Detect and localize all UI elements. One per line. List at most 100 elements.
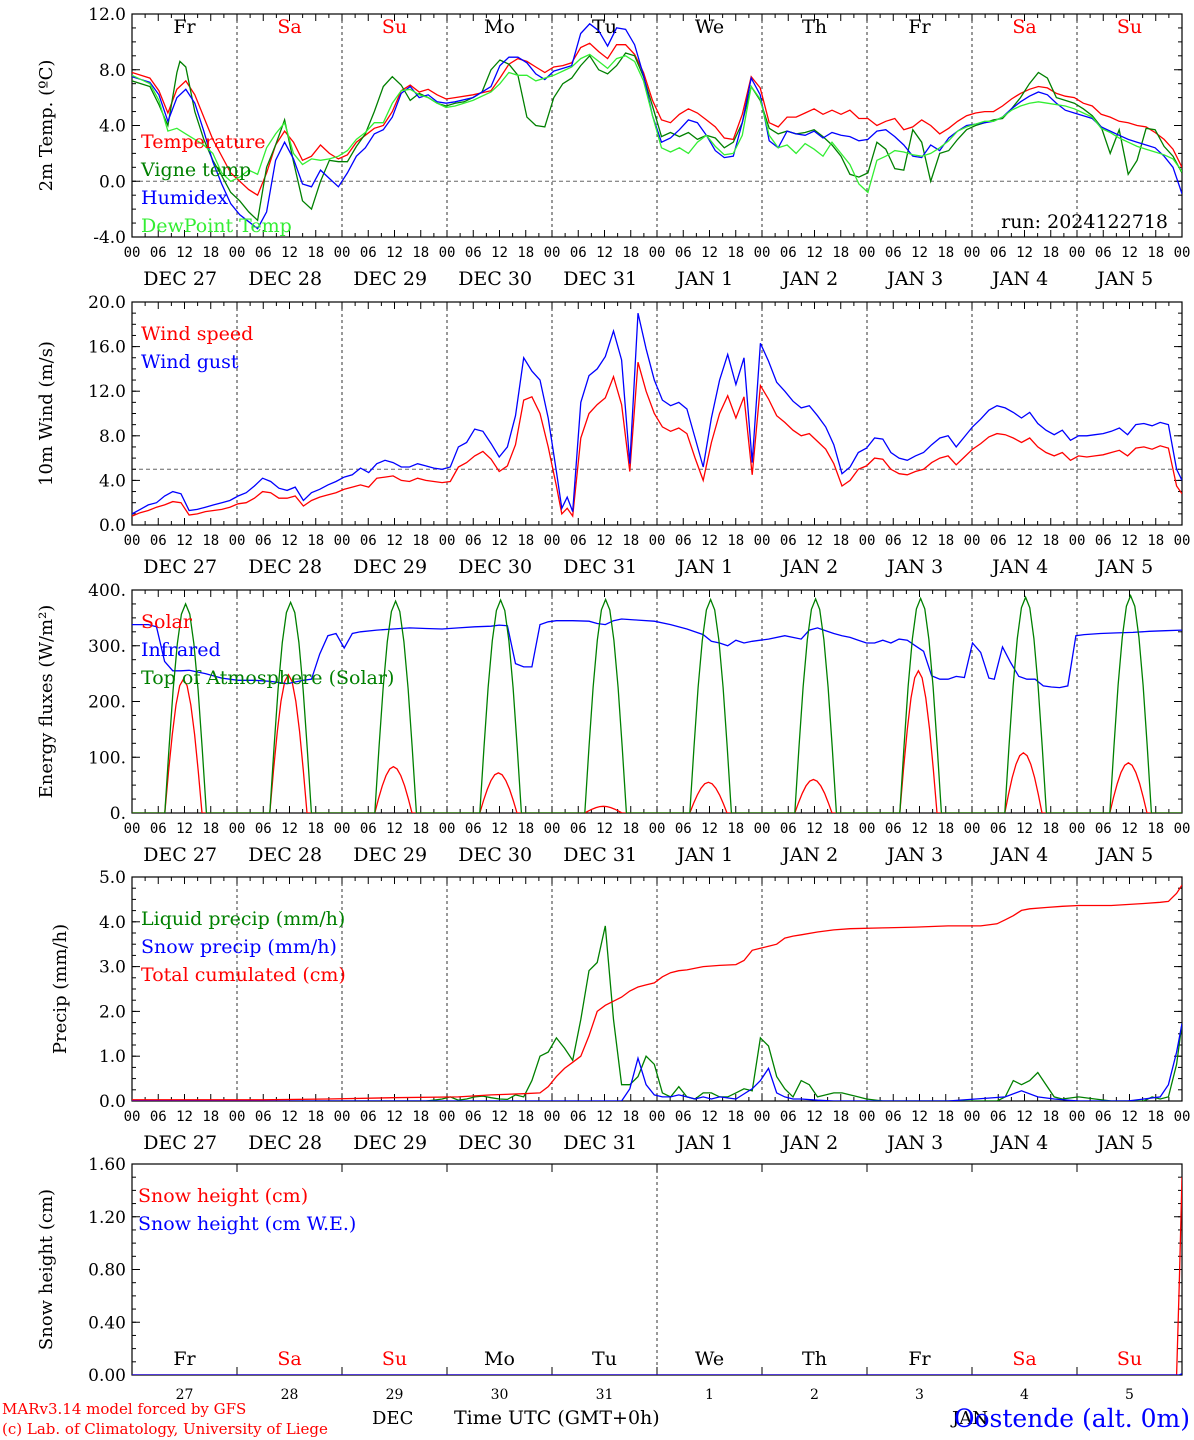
y-axis-title: 10m Wind (m/s) xyxy=(36,341,57,486)
date-label: DEC 27 xyxy=(143,844,217,866)
day-name-label: Fr xyxy=(173,1348,196,1370)
plot-frame xyxy=(131,589,1183,814)
hour-tick-label: 12 xyxy=(386,245,403,261)
y-tick-label: 100. xyxy=(88,748,126,768)
series-line-2 xyxy=(132,1023,1182,1101)
hour-tick-label: 18 xyxy=(412,1109,429,1125)
hour-tick-label: 06 xyxy=(570,821,587,837)
hour-tick-label: 06 xyxy=(1095,245,1112,261)
day-name-label: Fr xyxy=(908,1348,931,1370)
hour-tick-label: 12 xyxy=(176,1109,193,1125)
day-name-label: Mo xyxy=(484,16,515,38)
hour-tick-label: 12 xyxy=(491,245,508,261)
hour-tick-label: 12 xyxy=(806,821,823,837)
hour-tick-label: 00 xyxy=(334,533,351,549)
hour-tick-label: 00 xyxy=(124,245,141,261)
y-axis-title: Precip (mm/h) xyxy=(50,924,71,1054)
hour-tick-label: 12 xyxy=(596,821,613,837)
hour-tick-label: 18 xyxy=(307,821,324,837)
y-tick-label: 200. xyxy=(88,693,126,713)
hour-tick-label: 18 xyxy=(412,821,429,837)
hour-tick-label: 00 xyxy=(439,1109,456,1125)
day-name-label: Sa xyxy=(1012,1348,1036,1370)
hour-tick-label: 06 xyxy=(675,533,692,549)
legend-entry: Infrared xyxy=(141,639,221,661)
hour-tick-label: 00 xyxy=(859,533,876,549)
station-name: Oostende (alt. 0m) xyxy=(954,1404,1190,1433)
y-tick-label: 12.0 xyxy=(88,5,126,25)
panel-1: 12.0 8.0 4.0 0.0 -4.0 2m Temp. (ºC) 00 06 12 18 DE… xyxy=(36,5,1190,290)
legend-entry: Vigne temp xyxy=(140,159,251,181)
series-group xyxy=(132,22,1182,230)
hour-tick-label: 06 xyxy=(1095,1109,1112,1125)
date-label: DEC 31 xyxy=(563,268,637,290)
hour-tick-label: 06 xyxy=(990,533,1007,549)
day-number-label: 2 xyxy=(810,1387,819,1403)
hour-tick-label: 06 xyxy=(465,821,482,837)
hour-tick-label: 00 xyxy=(964,1109,981,1125)
series-line-1 xyxy=(132,362,1182,518)
hour-tick-label: 12 xyxy=(386,533,403,549)
hour-tick-label: 12 xyxy=(701,821,718,837)
y-tick-label: 400. xyxy=(88,581,126,601)
hour-tick-label: 12 xyxy=(1121,533,1138,549)
hour-tick-label: 12 xyxy=(806,1109,823,1125)
hour-tick-label: 18 xyxy=(832,245,849,261)
day-name-label: Mo xyxy=(484,1348,515,1370)
time-axis-title: Time UTC (GMT+0h) xyxy=(454,1407,660,1429)
hour-tick-label: 00 xyxy=(124,821,141,837)
day-number-label: 3 xyxy=(915,1387,924,1403)
hour-tick-label: 12 xyxy=(596,245,613,261)
hour-tick-label: 12 xyxy=(1016,533,1033,549)
y-tick-label: 4.0 xyxy=(99,471,126,491)
y-tick-label: 20.0 xyxy=(88,293,126,313)
hour-tick-label: 06 xyxy=(885,1109,902,1125)
series-line-1 xyxy=(132,669,1182,813)
hour-tick-label: 18 xyxy=(202,821,219,837)
day-name-label: Sa xyxy=(1012,16,1036,38)
hour-tick-label: 06 xyxy=(570,533,587,549)
y-tick-label: 0. xyxy=(110,804,126,824)
hour-tick-label: 18 xyxy=(517,533,534,549)
hour-tick-label: 06 xyxy=(465,1109,482,1125)
hour-tick-label: 00 xyxy=(334,1109,351,1125)
date-label: JAN 1 xyxy=(675,1132,733,1154)
panel-3: 400. 300. 200. 100. 0. Energy fluxes (W/m²) 00… xyxy=(36,581,1190,866)
hour-tick-label: 18 xyxy=(937,1109,954,1125)
hour-tick-label: 06 xyxy=(570,245,587,261)
y-tick-label: 4.0 xyxy=(99,913,126,933)
y-tick-label: 8.0 xyxy=(99,61,126,81)
footer: MARv3.14 model forced by GFS (c) Lab. of… xyxy=(2,1400,1190,1438)
date-label: JAN 4 xyxy=(990,1132,1048,1154)
hour-tick-label: 06 xyxy=(1095,533,1112,549)
date-label: JAN 2 xyxy=(780,268,838,290)
hour-tick-label: 06 xyxy=(360,533,377,549)
day-name-label: Fr xyxy=(908,16,931,38)
date-label: DEC 31 xyxy=(563,844,637,866)
y-tick-label: -4.0 xyxy=(93,228,126,248)
plot-frame xyxy=(131,13,1183,238)
date-label: DEC 27 xyxy=(143,556,217,578)
hour-tick-label: 00 xyxy=(859,245,876,261)
date-label: DEC 30 xyxy=(458,844,532,866)
y-tick-label: 0.00 xyxy=(88,1366,126,1386)
day-number-label: 27 xyxy=(176,1387,194,1403)
date-label: JAN 5 xyxy=(1095,844,1153,866)
hour-tick-label: 00 xyxy=(1174,245,1191,261)
hour-tick-label: 06 xyxy=(150,533,167,549)
hour-tick-label: 00 xyxy=(754,1109,771,1125)
run-label: run: 2024122718 xyxy=(1001,211,1168,233)
hour-tick-label: 12 xyxy=(911,821,928,837)
hour-tick-label: 06 xyxy=(360,821,377,837)
hour-tick-label: 18 xyxy=(517,1109,534,1125)
day-name-label: Su xyxy=(382,16,407,38)
hour-tick-label: 00 xyxy=(124,533,141,549)
y-tick-label: 1.0 xyxy=(99,1047,126,1067)
credit-line-2: (c) Lab. of Climatology, University of L… xyxy=(2,1420,328,1438)
hour-tick-label: 18 xyxy=(202,245,219,261)
hour-tick-label: 00 xyxy=(439,245,456,261)
date-label: DEC 29 xyxy=(353,1132,427,1154)
day-name-label: Sa xyxy=(277,1348,301,1370)
day-name-label: Su xyxy=(1117,16,1142,38)
day-number-label: 1 xyxy=(705,1387,714,1403)
